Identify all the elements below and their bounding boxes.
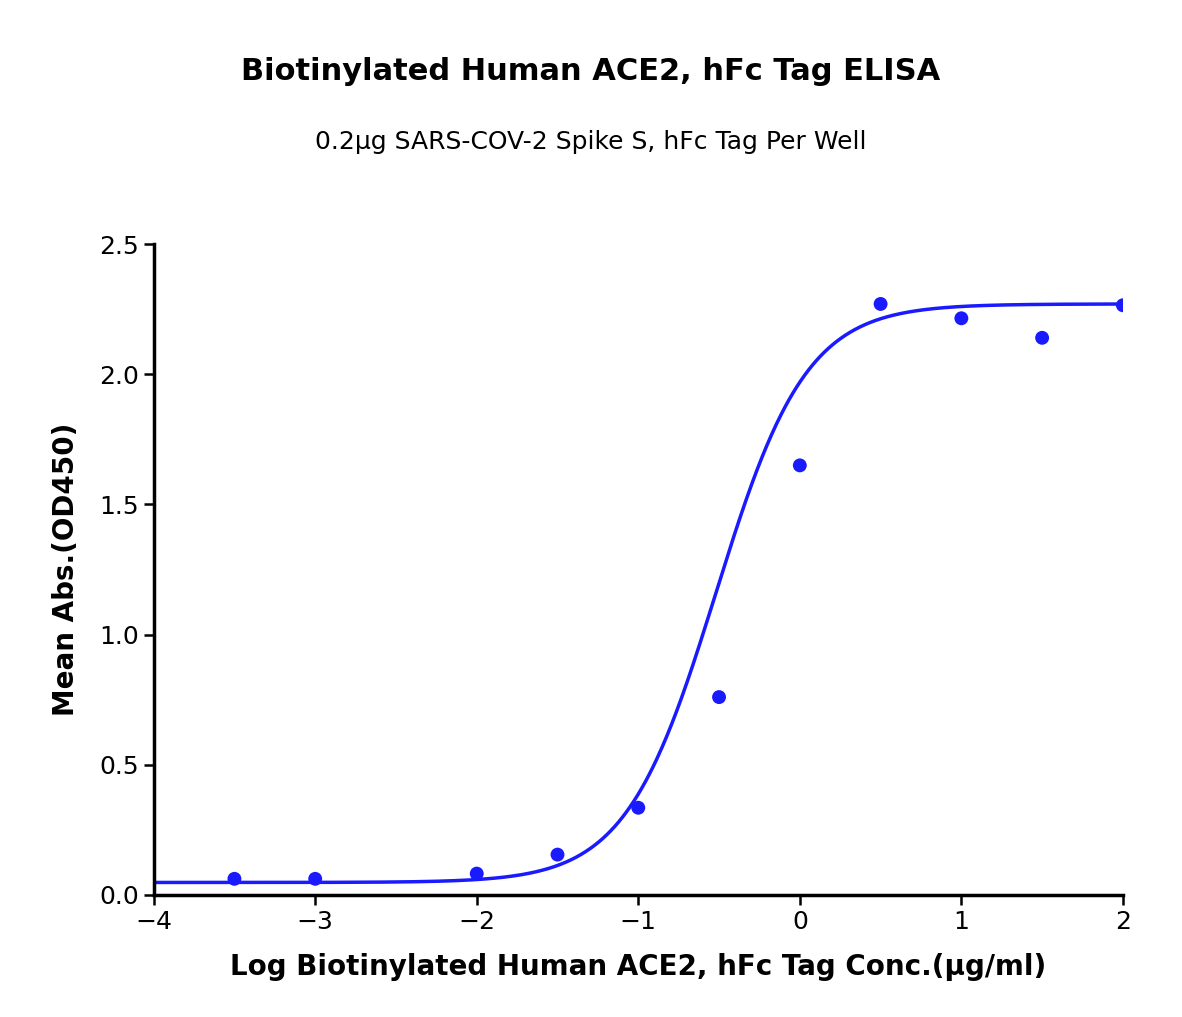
Point <box>467 865 486 882</box>
Point <box>1113 297 1132 313</box>
Point <box>1033 330 1052 346</box>
Text: Biotinylated Human ACE2, hFc Tag ELISA: Biotinylated Human ACE2, hFc Tag ELISA <box>241 57 941 85</box>
Point <box>709 689 728 705</box>
Y-axis label: Mean Abs.(OD450): Mean Abs.(OD450) <box>52 423 79 716</box>
Point <box>225 871 243 887</box>
Text: 0.2μg SARS-COV-2 Spike S, hFc Tag Per Well: 0.2μg SARS-COV-2 Spike S, hFc Tag Per We… <box>316 130 866 155</box>
Point <box>952 310 970 326</box>
Point <box>629 799 648 816</box>
Point <box>306 871 325 887</box>
Point <box>871 296 890 312</box>
Point <box>548 846 567 862</box>
X-axis label: Log Biotinylated Human ACE2, hFc Tag Conc.(μg/ml): Log Biotinylated Human ACE2, hFc Tag Con… <box>230 953 1046 981</box>
Point <box>791 458 810 474</box>
